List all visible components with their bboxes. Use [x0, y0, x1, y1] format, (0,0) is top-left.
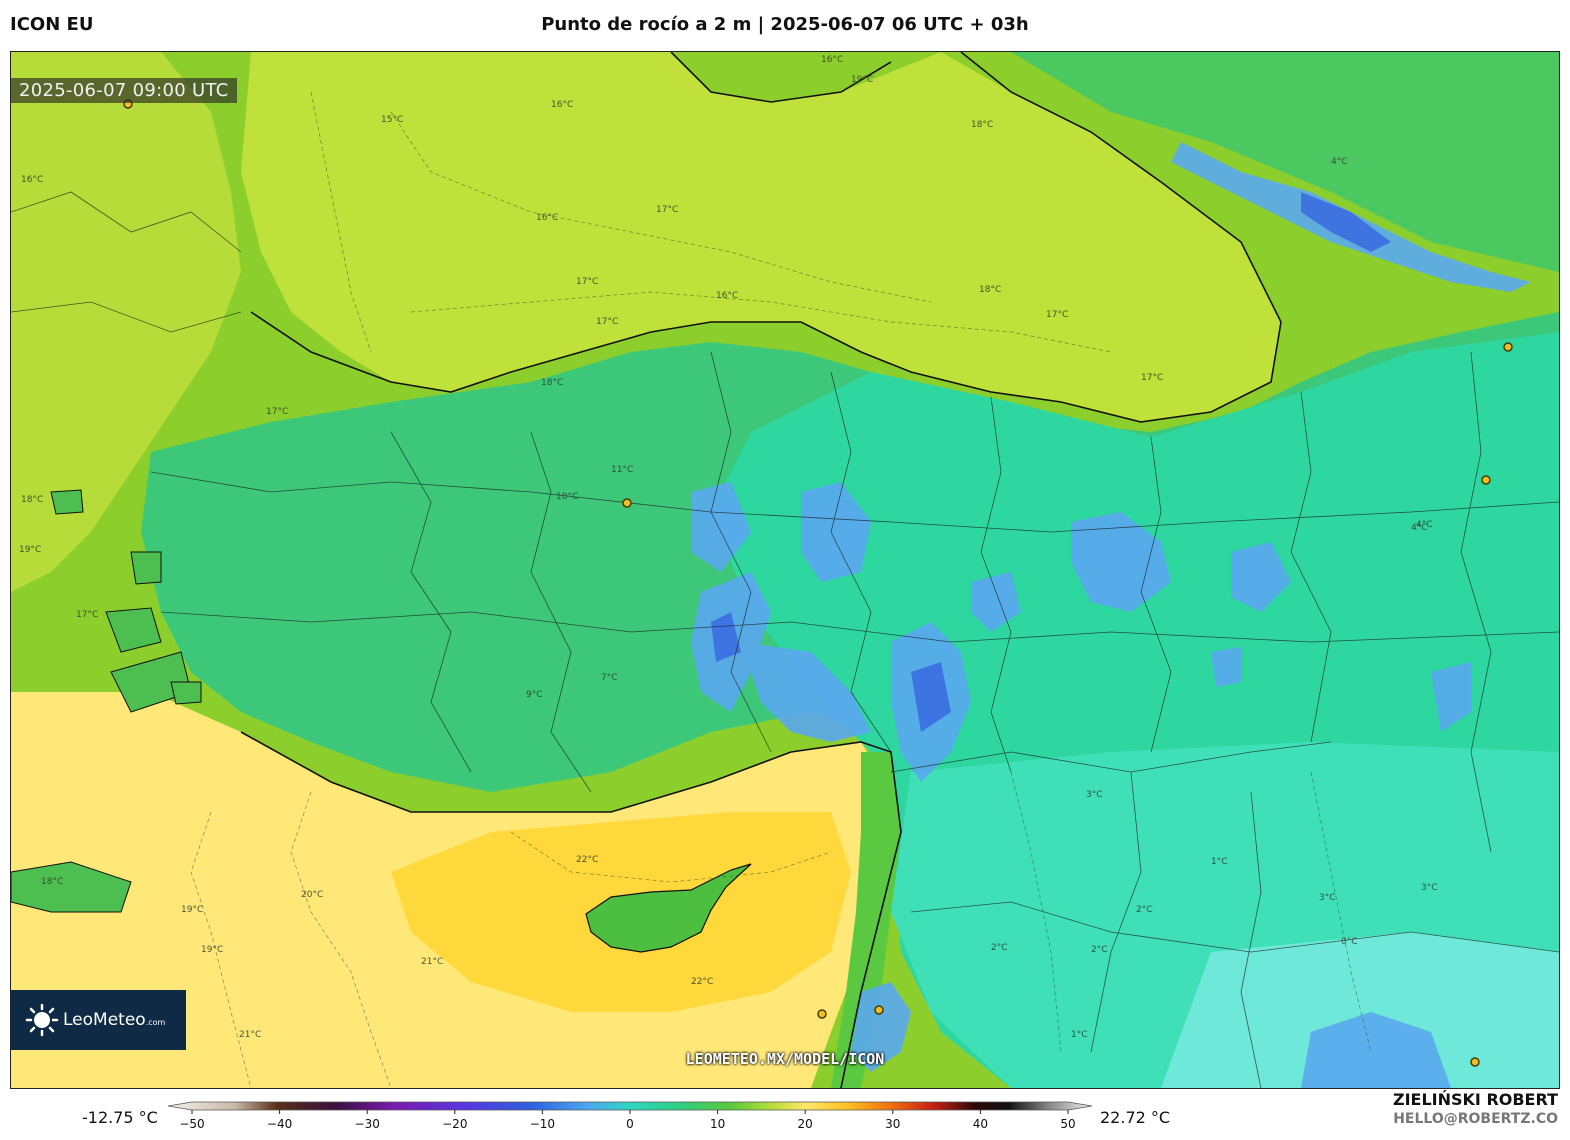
author-email[interactable]: HELLO@ROBERTZ.CO: [1393, 1111, 1558, 1127]
contour-label: 4°C: [1331, 157, 1348, 167]
contour-label: 3°C: [1319, 893, 1336, 903]
colorbar-tick-label: 20: [798, 1117, 813, 1131]
contour-label: 17°C: [596, 317, 618, 327]
contour-label: 17°C: [266, 407, 288, 417]
colorbar-tick-label: 30: [885, 1117, 900, 1131]
contour-label: 18°C: [541, 378, 563, 388]
contour-label: 16°C: [536, 213, 558, 223]
contour-label: 2°C: [991, 943, 1008, 953]
contour-label: 21°C: [421, 957, 443, 967]
author-name: ZIELIŃSKI ROBERT: [1392, 1090, 1558, 1109]
colorbar-tick-label: −40: [267, 1117, 292, 1131]
contour-label: 17°C: [656, 205, 678, 215]
dewpoint-map[interactable]: 16°C 15°C 19°C 18°C 16°C 16°C 17°C 17°C …: [10, 51, 1560, 1089]
contour-label: 18°C: [971, 120, 993, 130]
southeast-light-region: [1161, 932, 1559, 1088]
colorbar-shape: [167, 1101, 1093, 1111]
coastlines: [240, 52, 1282, 1088]
black-sea-region: [241, 52, 1281, 422]
colorbar-tick-label: 40: [973, 1117, 988, 1131]
contour-label: 16°C: [821, 55, 843, 65]
contour-label: 19°C: [19, 545, 41, 555]
colorbar-min-label: -12.75 °C: [82, 1108, 158, 1127]
colorbar-tick-label: −10: [530, 1117, 555, 1131]
sun-icon: [25, 1003, 59, 1037]
contour-lines: [190, 91, 1372, 1088]
city-marker[interactable]: [622, 498, 632, 508]
levant-coast: [831, 752, 901, 1088]
contour-label: 20°C: [301, 890, 323, 900]
contour-label: 17°C: [76, 610, 98, 620]
map-title: Punto de rocío a 2 m | 2025-06-07 06 UTC…: [541, 14, 1029, 35]
city-marker[interactable]: [1481, 475, 1491, 485]
colorbar-tick-label: −20: [442, 1117, 467, 1131]
city-marker[interactable]: [874, 1005, 884, 1015]
contour-label: 19°C: [851, 75, 873, 85]
city-marker[interactable]: [1470, 1057, 1480, 1067]
aegean-region: [11, 52, 241, 592]
model-name: ICON EU: [10, 14, 94, 35]
contour-label: 22°C: [691, 977, 713, 987]
admin-borders: [11, 191, 1559, 1088]
watermark-url: LEOMETEO.MX/MODEL/ICON: [685, 1050, 885, 1068]
city-marker[interactable]: [817, 1009, 827, 1019]
contour-label-group: 16°C 15°C 19°C 18°C 16°C 16°C 17°C 17°C …: [19, 55, 1438, 1040]
contour-label: 17°C: [1141, 373, 1163, 383]
contour-label: 16°C: [21, 175, 43, 185]
contour-label: 16°C: [716, 291, 738, 301]
contour-label: 3°C: [1086, 790, 1103, 800]
city-marker[interactable]: [1503, 342, 1513, 352]
contour-label: 4°C: [1416, 520, 1433, 530]
map-canvas: 16°C 15°C 19°C 18°C 16°C 16°C 17°C 17°C …: [11, 52, 1559, 1088]
deep-blue-patches: [711, 192, 1391, 732]
contour-label: 1°C: [1071, 1030, 1088, 1040]
contour-label: 15°C: [381, 115, 403, 125]
contour-label: 18°C: [41, 877, 63, 887]
colorbar-tick-label: 50: [1060, 1117, 1075, 1131]
contour-label: 19°C: [201, 945, 223, 955]
contour-label: 11°C: [611, 465, 633, 475]
contour-label: 0°C: [1341, 937, 1358, 947]
contour-label: 4°C: [1411, 523, 1428, 533]
contour-label: 18°C: [979, 285, 1001, 295]
colorbar-tick-label: −50: [179, 1117, 204, 1131]
contour-label: 9°C: [526, 690, 543, 700]
leometeo-logo[interactable]: LeoMeteo.com: [11, 990, 186, 1050]
colorbar-tick-label: 0: [626, 1117, 634, 1131]
valid-time-label: 2025-06-07 09:00 UTC: [11, 78, 237, 103]
contour-label: 19°C: [181, 905, 203, 915]
colorbar-tick-label: 10: [710, 1117, 725, 1131]
contour-label: 2°C: [1091, 945, 1108, 955]
colorbar-tick-label: −30: [355, 1117, 380, 1131]
colorbar-max-label: 22.72 °C: [1100, 1108, 1171, 1127]
logo-suffix: .com: [145, 1018, 166, 1027]
contour-label: 17°C: [1046, 310, 1068, 320]
contour-label: 16°C: [551, 100, 573, 110]
cyprus-island: [585, 863, 752, 953]
colorbar: −50 −40 −30 −20 −10 0 10 20 30 40 50: [167, 1101, 1093, 1131]
contour-label: 3°C: [1421, 883, 1438, 893]
logo-text: LeoMeteo.com: [63, 1010, 165, 1030]
caucasus-region: [1011, 52, 1559, 272]
logo-brand: LeoMeteo: [63, 1010, 146, 1030]
aegean-islands: [11, 489, 202, 913]
contour-label: 7°C: [601, 673, 618, 683]
colorbar-ticks: −50 −40 −30 −20 −10 0 10 20 30 40 50: [179, 1110, 1076, 1131]
contour-label: 21°C: [239, 1030, 261, 1040]
contour-label: 2°C: [1136, 905, 1153, 915]
contour-label: 22°C: [576, 855, 598, 865]
contour-label: 17°C: [576, 277, 598, 287]
contour-label: 1°C: [1211, 857, 1228, 867]
contour-label: 18°C: [21, 495, 43, 505]
contour-label: 10°C: [556, 492, 578, 502]
